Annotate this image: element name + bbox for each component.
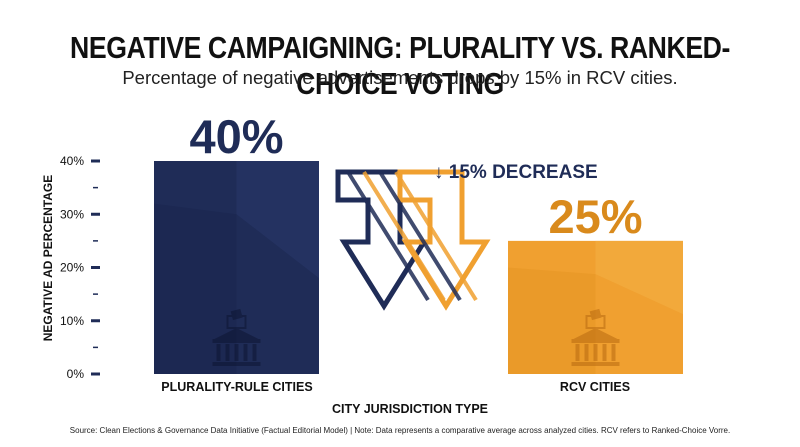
down-arrow-icon: ↓: [434, 162, 444, 183]
category-label-rcv: RCV CITIES: [560, 380, 630, 394]
chart-subtitle: Percentage of negative advertisements dr…: [122, 67, 678, 88]
arrow-outline: [397, 169, 491, 311]
y-tick-label: 40%: [60, 154, 84, 168]
bar-plurality: 40%: [154, 110, 319, 374]
y-tick-mark: [91, 372, 100, 376]
value-label: 40%: [189, 110, 283, 163]
bar-rcv: 25%: [508, 190, 683, 374]
y-tick-mark: [91, 212, 100, 216]
category-label-plurality: PLURALITY-RULE CITIES: [161, 380, 312, 394]
y-tick-label: 30%: [60, 207, 84, 221]
arrow-outline: [335, 169, 429, 311]
bar-facet: [595, 240, 683, 315]
arrow-stripe: [346, 170, 430, 302]
bar-chart: NEGATIVE AD PERCENTAGE 0% 10% 20% 30% 40% 40…: [41, 110, 683, 416]
y-tick-label: 10%: [60, 314, 84, 328]
y-minor-tick: [93, 240, 98, 242]
arrow-stripe: [362, 170, 446, 302]
y-tick-mark: [91, 319, 100, 323]
y-tick-mark: [91, 159, 100, 163]
ballot-building-icon: [571, 308, 620, 366]
source-note: Source: Clean Elections & Governance Dat…: [69, 425, 731, 435]
value-label: 25%: [548, 190, 642, 243]
bars: 40% 25%: [154, 110, 683, 374]
bar-shade: [508, 267, 596, 374]
y-tick-label: 20%: [60, 261, 84, 275]
decrease-arrow: [335, 169, 491, 311]
chart-title: NEGATIVE CAMPAIGNING: PLURALITY VS. RANK…: [70, 30, 730, 101]
decrease-label: ↓ 15% DECREASE: [434, 162, 598, 183]
y-axis-label: NEGATIVE AD PERCENTAGE: [41, 175, 55, 341]
bar-facet: [236, 161, 319, 279]
x-axis-label: CITY JURISDICTION TYPE: [332, 402, 488, 416]
y-tick-mark: [91, 266, 100, 269]
arrow-stripe: [378, 170, 462, 302]
ballot-building-icon: [212, 308, 261, 366]
y-minor-tick: [93, 346, 98, 349]
decrease-text: 15% DECREASE: [449, 162, 598, 183]
bar-shade: [154, 203, 237, 374]
y-minor-tick: [93, 293, 98, 295]
y-tick-label: 0%: [67, 367, 85, 381]
y-axis: 0% 10% 20% 30% 40%: [60, 154, 100, 381]
y-minor-tick: [93, 186, 98, 189]
arrow-stripe: [394, 170, 478, 302]
